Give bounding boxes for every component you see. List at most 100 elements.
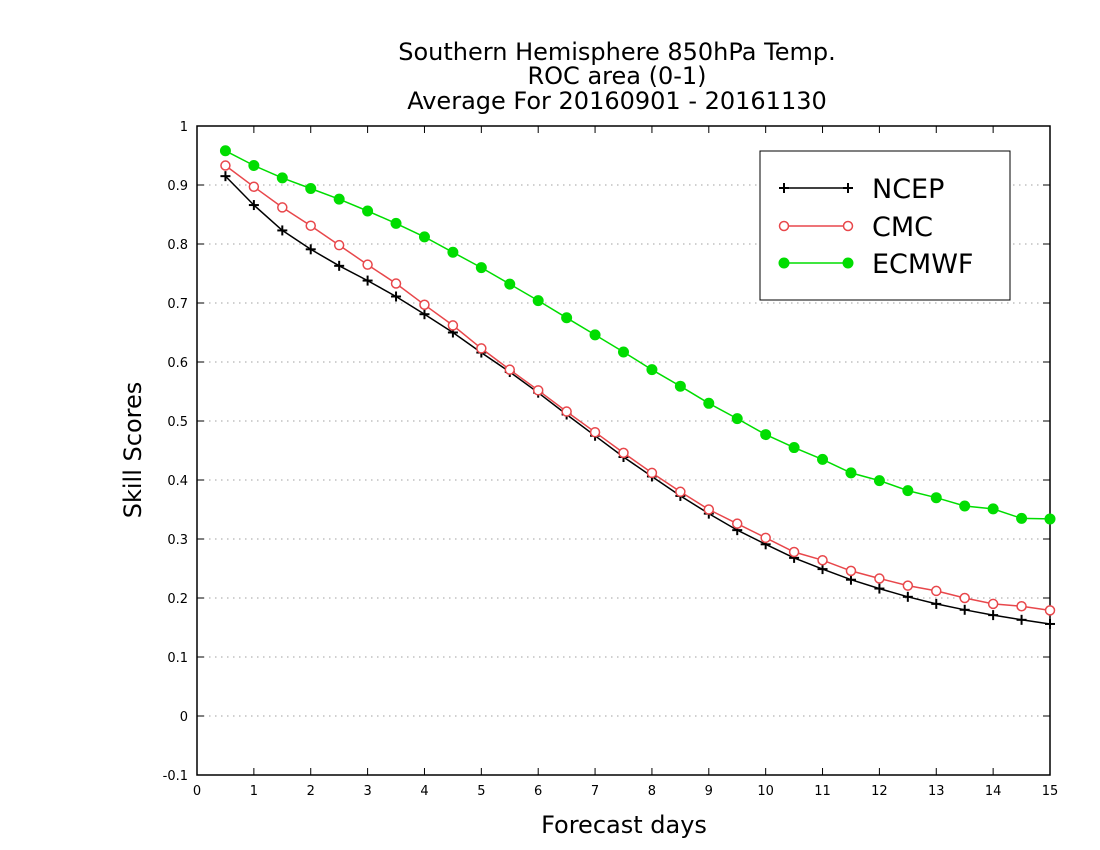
data-point-ecmwf: [532, 295, 544, 307]
data-point-ecmwf: [902, 485, 914, 497]
data-point-ncep: [334, 260, 345, 271]
chart-title: Southern Hemisphere 850hPa Temp. ROC are…: [398, 38, 835, 115]
series-cmc: [220, 160, 1056, 616]
x-tick-label: 8: [648, 784, 656, 799]
legend-marker-ecmwf: [842, 257, 854, 269]
x-tick-label: 10: [757, 784, 774, 799]
data-point-cmc: [874, 573, 885, 584]
title-line-2: ROC area (0-1): [527, 62, 706, 90]
x-tick-label: 15: [1042, 784, 1059, 799]
data-point-ncep: [1045, 618, 1055, 629]
data-point-cmc: [1016, 601, 1027, 612]
data-point-cmc: [305, 220, 316, 231]
data-point-ecmwf: [731, 413, 743, 425]
data-point-ecmwf: [447, 246, 459, 258]
data-point-ncep: [817, 564, 828, 575]
x-tick-label: 1: [250, 784, 258, 799]
data-point-cmc: [987, 598, 999, 610]
title-line-1: Southern Hemisphere 850hPa Temp.: [398, 38, 835, 66]
series-ecmwf: [219, 145, 1056, 525]
legend-marker-cmc: [778, 220, 790, 232]
data-point-cmc: [646, 467, 658, 479]
x-axis-ticks: 0 1 2 3 4 5 6 7 8 9 10 11 12 13 14 15: [193, 126, 1058, 799]
legend-marker-ncep: [843, 183, 853, 193]
data-point-ecmwf: [760, 429, 772, 441]
data-point-cmc: [703, 504, 715, 515]
data-point-cmc: [504, 364, 516, 375]
data-point-ncep: [419, 309, 430, 320]
y-tick-label: 0.2: [167, 592, 188, 607]
legend-label-ecmwf: ECMWF: [872, 249, 973, 280]
data-point-ecmwf: [674, 380, 686, 392]
data-point-cmc: [220, 160, 231, 171]
data-point-ecmwf: [333, 193, 345, 205]
title-line-3: Average For 20160901 - 20161130: [407, 87, 827, 115]
data-point-ecmwf: [845, 467, 857, 479]
legend-items: NCEP CMC ECMWF: [778, 174, 973, 280]
data-point-ecmwf: [390, 217, 402, 229]
data-point-ecmwf: [873, 475, 885, 487]
data-point-cmc: [390, 278, 402, 289]
data-point-ncep: [988, 610, 999, 621]
legend-marker-cmc: [842, 220, 854, 232]
data-point-ecmwf: [703, 397, 715, 409]
data-point-ecmwf: [618, 346, 629, 358]
data-point-ncep: [1016, 614, 1027, 625]
data-point-ecmwf: [1016, 512, 1028, 524]
data-point-ncep: [362, 275, 373, 286]
data-point-ecmwf: [788, 442, 800, 454]
data-point-cmc: [277, 202, 288, 213]
data-point-cmc: [845, 565, 857, 577]
x-tick-label: 3: [363, 784, 371, 799]
y-tick-label: 0.6: [167, 356, 188, 371]
data-point-cmc: [1044, 605, 1056, 616]
data-point-cmc: [333, 239, 345, 251]
y-tick-label: 0.7: [167, 297, 188, 312]
y-tick-label: 1: [180, 120, 188, 135]
data-point-cmc: [589, 426, 601, 438]
data-point-ecmwf: [817, 453, 829, 465]
y-tick-label: 0.8: [167, 238, 188, 253]
x-tick-label: 2: [307, 784, 315, 799]
x-tick-label: 11: [814, 784, 831, 799]
data-point-ncep: [248, 200, 259, 211]
x-tick-label: 0: [193, 784, 201, 799]
data-point-ncep: [902, 591, 913, 602]
data-point-cmc: [419, 299, 430, 311]
y-tick-label: 0.1: [167, 651, 188, 666]
data-point-ecmwf: [646, 364, 658, 376]
data-point-ecmwf: [418, 231, 430, 243]
y-tick-label: 0: [180, 710, 188, 725]
data-point-cmc: [731, 518, 743, 529]
x-tick-label: 9: [705, 784, 713, 799]
data-point-ncep: [874, 583, 885, 594]
legend-marker-ecmwf: [778, 257, 790, 269]
data-point-ecmwf: [987, 503, 999, 515]
y-axis-ticks: -0.1 0 0.1 0.2 0.3 0.4 0.5 0.6 0.7 0.8 0.9 1: [163, 120, 1050, 784]
data-point-ncep: [931, 598, 942, 609]
data-point-ecmwf: [504, 278, 516, 290]
data-point-ncep: [845, 574, 856, 585]
data-point-cmc: [817, 554, 828, 566]
data-point-ncep: [220, 171, 231, 182]
x-tick-label: 6: [534, 784, 542, 799]
series-layer: [219, 145, 1056, 629]
legend-marker-ncep: [779, 183, 789, 193]
data-point-ecmwf: [362, 205, 374, 217]
legend-label-cmc: CMC: [872, 212, 933, 243]
data-point-cmc: [532, 385, 544, 396]
y-tick-label: -0.1: [163, 769, 188, 784]
data-point-cmc: [959, 592, 970, 604]
data-point-cmc: [362, 259, 373, 270]
data-point-ecmwf: [959, 500, 971, 512]
legend-label-ncep: NCEP: [872, 174, 944, 205]
data-point-cmc: [931, 585, 942, 597]
data-point-ncep: [305, 244, 316, 255]
x-tick-label: 14: [985, 784, 1002, 799]
data-point-ecmwf: [248, 160, 260, 172]
legend: NCEP CMC ECMWF: [759, 150, 1011, 301]
x-tick-label: 4: [420, 784, 428, 799]
x-tick-label: 7: [591, 784, 599, 799]
data-point-cmc: [788, 546, 800, 558]
